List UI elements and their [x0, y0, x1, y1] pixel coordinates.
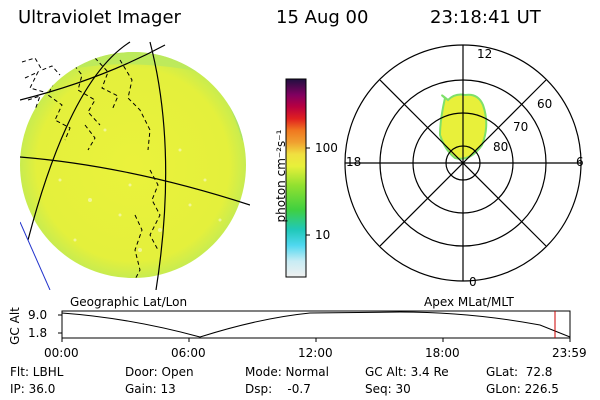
- altitude-timeline: [58, 310, 571, 342]
- status-gain: Gain: 13: [125, 382, 176, 396]
- status-mode: Mode: Normal: [245, 365, 329, 379]
- date-label: 15 Aug 00: [276, 7, 369, 28]
- timeline-tick-0: 00:00: [44, 346, 79, 360]
- polar-label-12: 12: [477, 47, 493, 61]
- status-ip: IP: 36.0: [10, 382, 56, 396]
- status-door: Door: Open: [125, 365, 194, 379]
- coastline-overlay: [39, 57, 161, 278]
- polar-ring-60: 60: [537, 97, 553, 111]
- polar-ring-80: 80: [493, 140, 509, 154]
- geographic-label: Geographic Lat/Lon: [70, 295, 188, 309]
- instrument-title: Ultraviolet Imager: [18, 7, 181, 28]
- colorbar-tick-100: 100: [315, 141, 338, 155]
- timeline-tick-2: 12:00: [298, 346, 333, 360]
- limb-line: [20, 221, 51, 290]
- status-seq: Seq: 30: [365, 382, 411, 396]
- status-glon: GLon: 226.5: [486, 382, 559, 396]
- timeline-tick-4: 23:59: [552, 346, 587, 360]
- polar-label-0: 0: [469, 275, 477, 289]
- colorbar-tick-10: 10: [315, 228, 331, 242]
- apex-label: Apex MLat/MLT: [424, 295, 514, 309]
- geographic-image: [20, 41, 250, 290]
- status-dsp: Dsp: -0.7: [245, 382, 311, 396]
- status-gcalt: GC Alt: 3.4 Re: [365, 365, 449, 379]
- timeline-tick-3: 18:00: [425, 346, 460, 360]
- timeline-ylabel: GC Alt: [7, 307, 22, 345]
- latlon-grid: [20, 41, 250, 290]
- status-flt: Flt: LBHL: [10, 365, 64, 379]
- polar-ring-70: 70: [513, 120, 529, 134]
- polar-plot: [344, 44, 582, 282]
- color-bar: [285, 78, 310, 278]
- time-label: 23:18:41 UT: [430, 7, 541, 28]
- earth-disk: [20, 52, 246, 278]
- polar-label-6: 6: [576, 155, 584, 169]
- timeline-tick-1: 06:00: [171, 346, 206, 360]
- timeline-y-top: 9.0: [28, 308, 48, 322]
- status-glat: GLat: 72.8: [486, 365, 553, 379]
- altitude-curve: [61, 311, 571, 338]
- timeline-y-bottom: 1.8: [28, 326, 48, 340]
- colorbar-unit-label: photon cm⁻²s⁻¹: [274, 129, 288, 223]
- polar-label-18: 18: [346, 155, 362, 169]
